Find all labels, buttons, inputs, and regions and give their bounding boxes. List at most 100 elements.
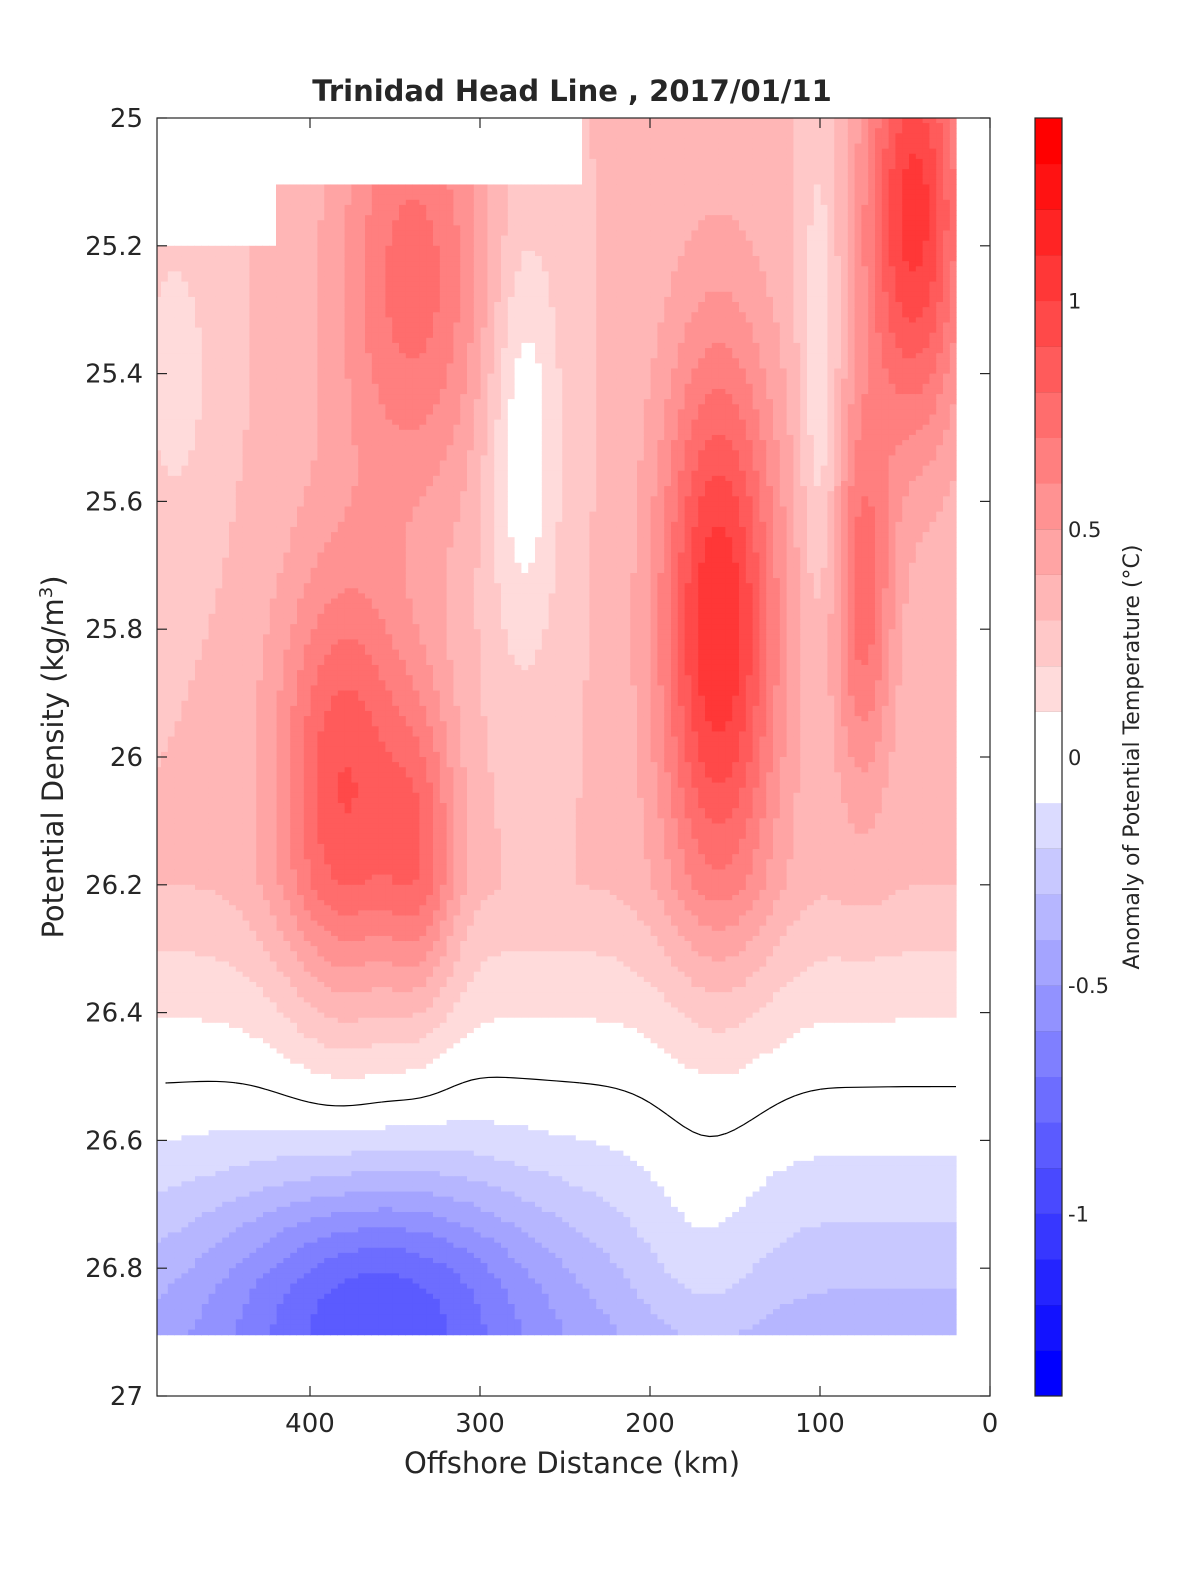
field-cell — [929, 292, 936, 298]
field-cell — [929, 1074, 936, 1080]
field-cell — [922, 471, 929, 477]
field-cell — [915, 205, 922, 211]
field-cell — [915, 328, 922, 334]
field-cell — [908, 752, 915, 758]
field-cell — [949, 1243, 956, 1249]
field-cell — [929, 660, 936, 666]
field-cell — [936, 1115, 943, 1121]
field-cell — [949, 931, 956, 937]
field-cell — [929, 706, 936, 712]
field-cell — [929, 159, 936, 165]
field-cell — [936, 547, 943, 553]
field-cell — [922, 425, 929, 431]
field-cell — [929, 670, 936, 676]
field-cell — [922, 946, 929, 952]
field-cell — [915, 420, 922, 426]
field-cell — [936, 568, 943, 574]
field-cell — [915, 1217, 922, 1223]
field-cell — [929, 834, 936, 840]
field-cell — [936, 205, 943, 211]
field-cell — [942, 619, 949, 625]
field-cell — [929, 445, 936, 451]
field-cell — [936, 1151, 943, 1157]
field-cell — [908, 645, 915, 651]
field-cell — [942, 737, 949, 743]
field-cell — [922, 1161, 929, 1167]
field-cell — [936, 1284, 943, 1290]
field-cell — [929, 977, 936, 983]
field-cell — [949, 1156, 956, 1162]
field-cell — [929, 885, 936, 891]
field-cell — [922, 1238, 929, 1244]
field-cell — [922, 399, 929, 405]
field-cell — [949, 210, 956, 216]
field-cell — [922, 762, 929, 768]
field-cell — [942, 1151, 949, 1157]
field-cell — [949, 680, 956, 686]
field-cell — [915, 803, 922, 809]
field-cell — [929, 353, 936, 359]
field-cell — [929, 389, 936, 395]
field-cell — [915, 772, 922, 778]
field-cell — [942, 818, 949, 824]
field-cell — [949, 1166, 956, 1172]
field-cell — [908, 522, 915, 528]
field-cell — [922, 236, 929, 242]
field-cell — [922, 1074, 929, 1080]
field-cell — [929, 1263, 936, 1269]
field-cell — [929, 302, 936, 308]
field-cell — [942, 813, 949, 819]
field-cell — [908, 430, 915, 436]
field-cell — [929, 1120, 936, 1126]
field-cell — [922, 1212, 929, 1218]
field-cell — [949, 394, 956, 400]
field-cell — [949, 1238, 956, 1244]
field-cell — [929, 138, 936, 144]
field-cell — [942, 266, 949, 272]
field-cell — [929, 440, 936, 446]
field-cell — [936, 1038, 943, 1044]
field-cell — [929, 1330, 936, 1336]
field-cell — [922, 1253, 929, 1259]
field-cell — [942, 1304, 949, 1310]
field-cell — [949, 348, 956, 354]
field-cell — [929, 455, 936, 461]
field-cell — [915, 977, 922, 983]
field-cell — [942, 593, 949, 599]
field-cell — [915, 292, 922, 298]
field-cell — [922, 363, 929, 369]
field-cell — [915, 430, 922, 436]
field-cell — [929, 997, 936, 1003]
field-cell — [942, 834, 949, 840]
field-cell — [949, 368, 956, 374]
field-cell — [922, 680, 929, 686]
field-cell — [915, 1207, 922, 1213]
field-cell — [915, 312, 922, 318]
field-cell — [936, 573, 943, 579]
field-cell — [949, 1013, 956, 1019]
field-cell — [936, 1146, 943, 1152]
field-cell — [922, 128, 929, 134]
field-cell — [949, 292, 956, 298]
field-cell — [908, 614, 915, 620]
field-cell — [936, 210, 943, 216]
field-cell — [922, 1002, 929, 1008]
field-cell — [936, 1074, 943, 1080]
field-cell — [908, 512, 915, 518]
field-cell — [922, 757, 929, 763]
field-cell — [929, 1278, 936, 1284]
field-cell — [949, 783, 956, 789]
field-cell — [929, 522, 936, 528]
field-cell — [936, 558, 943, 564]
field-cell — [922, 1048, 929, 1054]
field-cell — [915, 558, 922, 564]
field-cell — [949, 1309, 956, 1315]
field-cell — [908, 660, 915, 666]
field-cell — [915, 266, 922, 272]
field-cell — [929, 128, 936, 134]
field-cell — [949, 757, 956, 763]
field-cell — [908, 317, 915, 323]
field-cell — [929, 803, 936, 809]
field-cell — [949, 849, 956, 855]
field-cell — [936, 1013, 943, 1019]
